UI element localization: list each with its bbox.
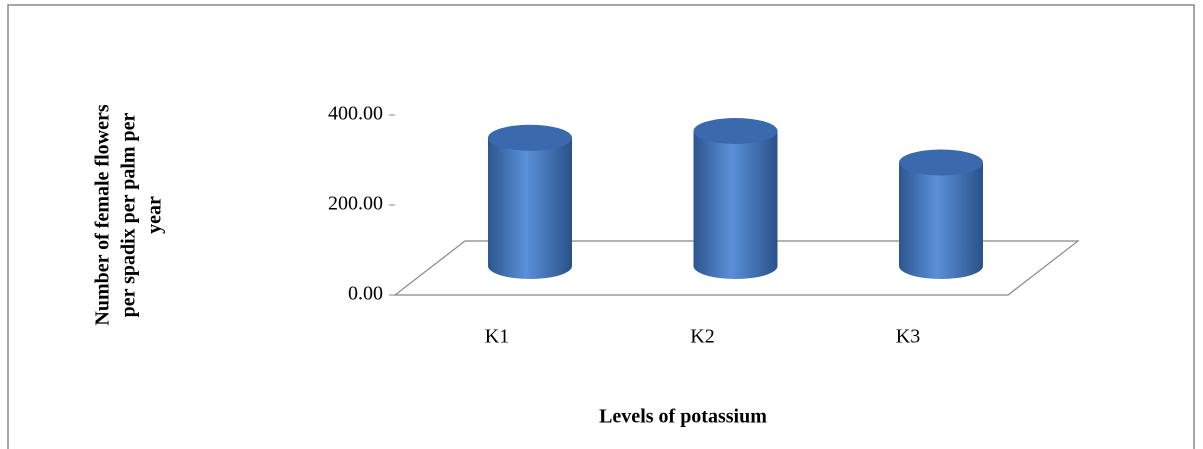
bar-body [693,131,778,279]
chart-border [7,4,1195,449]
y-tick-label: 0.00 [348,283,383,305]
y-axis-title: Number of female flowers per spadix per … [92,104,166,325]
y-axis-title-line: Number of female flowers [92,104,114,325]
bar [693,118,778,279]
bar [899,149,983,279]
bar-body [899,162,983,279]
bar-top [693,118,778,144]
x-axis-title: Levels of potassium [599,406,767,428]
y-tick-label: 400.00 [328,103,383,125]
x-tick-label: K1 [485,326,509,348]
x-tick-label: K3 [896,326,920,348]
y-axis-title-line: per spadix per palm per [118,112,140,317]
x-tick-label: K2 [690,326,714,348]
floor [393,240,1080,296]
bar-top [899,149,983,176]
y-tick-label: 200.00 [328,193,383,215]
bar-body [488,137,572,279]
y-axis-title-line: year [144,196,166,234]
bar-top [488,124,572,151]
bar [488,124,572,279]
